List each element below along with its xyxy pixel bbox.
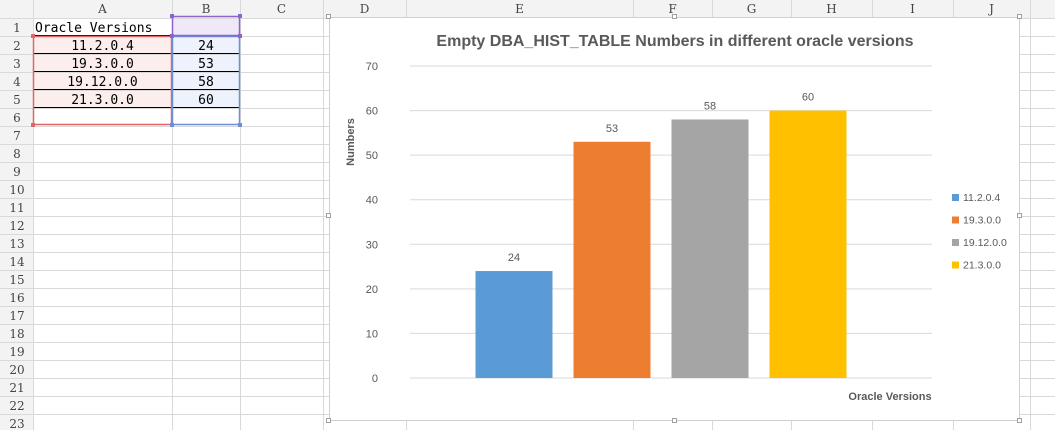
- y-tick-label: 50: [366, 150, 378, 162]
- legend-entry[interactable]: 19.12.0.0: [963, 237, 1007, 249]
- row-header[interactable]: 20: [9, 363, 24, 377]
- data-label: 60: [802, 92, 814, 104]
- column-header[interactable]: C: [277, 2, 286, 16]
- y-tick-label: 20: [366, 284, 378, 296]
- row-header[interactable]: 10: [9, 183, 24, 197]
- data-label: 53: [606, 123, 618, 135]
- range-border-series-name: [171, 15, 241, 37]
- chart-area[interactable]: Empty DBA_HIST_TABLE Numbers in differen…: [329, 17, 1020, 421]
- data-label: 58: [704, 100, 716, 112]
- cell[interactable]: 21.3.0.0: [71, 93, 134, 108]
- row-header[interactable]: 21: [9, 381, 24, 395]
- x-axis-label: Oracle Versions: [848, 391, 931, 403]
- chart-resize-handle[interactable]: [672, 418, 677, 423]
- chart-title: Empty DBA_HIST_TABLE Numbers in differen…: [436, 33, 913, 50]
- range-border-categories-handle[interactable]: [31, 34, 35, 38]
- row-header[interactable]: 5: [13, 93, 21, 107]
- bar-21-3-0-0[interactable]: [769, 110, 847, 379]
- row-header[interactable]: 16: [9, 291, 24, 305]
- range-border-values-handle[interactable]: [238, 123, 242, 127]
- row-header[interactable]: 7: [13, 129, 21, 143]
- range-border-series-name-handle[interactable]: [238, 14, 242, 18]
- row-header[interactable]: 1: [13, 21, 21, 35]
- cell[interactable]: Oracle Versions: [35, 21, 152, 36]
- column-header[interactable]: A: [97, 2, 107, 16]
- column-header[interactable]: B: [202, 2, 211, 16]
- column-header[interactable]: J: [987, 2, 994, 16]
- legend-swatch: [952, 239, 959, 246]
- y-tick-label: 40: [366, 195, 378, 207]
- bar-chart: Empty DBA_HIST_TABLE Numbers in differen…: [345, 33, 1007, 403]
- column-header[interactable]: G: [747, 2, 757, 16]
- range-highlight-series-name: [172, 18, 240, 36]
- bar-11-2-0-4[interactable]: [475, 271, 553, 378]
- y-axis-label: Numbers: [345, 118, 357, 166]
- row-header[interactable]: 22: [9, 399, 24, 413]
- cell[interactable]: 53: [198, 57, 214, 72]
- y-tick-label: 10: [366, 328, 378, 340]
- range-border-series-name-handle[interactable]: [170, 14, 174, 18]
- chart-resize-handle[interactable]: [1017, 213, 1022, 218]
- column-header[interactable]: E: [515, 2, 524, 16]
- row-header[interactable]: 6: [13, 111, 21, 125]
- y-tick-label: 0: [372, 373, 378, 385]
- row-header[interactable]: 12: [9, 219, 24, 233]
- bar-19-3-0-0[interactable]: [573, 141, 651, 378]
- y-tick-label: 30: [366, 239, 378, 251]
- row-header[interactable]: 15: [9, 273, 24, 287]
- legend-entry[interactable]: 21.3.0.0: [963, 260, 1001, 272]
- y-tick-label: 70: [366, 61, 378, 73]
- cell[interactable]: 19.12.0.0: [67, 75, 137, 90]
- legend-entry[interactable]: 19.3.0.0: [963, 215, 1001, 227]
- cell[interactable]: 24: [198, 39, 214, 54]
- data-label: 24: [508, 252, 520, 264]
- cell[interactable]: 60: [198, 93, 214, 108]
- column-header[interactable]: D: [360, 2, 370, 16]
- row-header[interactable]: 11: [9, 201, 24, 215]
- range-border-values-handle[interactable]: [170, 123, 174, 127]
- column-header[interactable]: H: [826, 2, 836, 16]
- column-header[interactable]: F: [668, 2, 676, 16]
- cell[interactable]: 58: [198, 75, 214, 90]
- range-border-series-name-handle[interactable]: [170, 34, 174, 38]
- chart-resize-handle[interactable]: [326, 213, 331, 218]
- legend-swatch: [952, 261, 959, 269]
- column-header[interactable]: I: [910, 2, 915, 16]
- range-border-values: [171, 35, 241, 126]
- range-border-series-name-handle[interactable]: [238, 34, 242, 38]
- chart-resize-handle[interactable]: [1017, 14, 1022, 19]
- row-header[interactable]: 3: [13, 57, 21, 71]
- y-tick-label: 60: [366, 106, 378, 118]
- row-header[interactable]: 9: [13, 165, 21, 179]
- cell[interactable]: 11.2.0.4: [71, 39, 134, 54]
- legend-swatch: [952, 194, 959, 201]
- column-header-bar: [0, 0, 1055, 18]
- legend-swatch: [952, 216, 959, 224]
- row-header[interactable]: 2: [13, 39, 21, 53]
- chart-resize-handle[interactable]: [326, 14, 331, 19]
- row-header[interactable]: 14: [9, 255, 25, 269]
- range-border-categories: [32, 35, 173, 126]
- chart-resize-handle[interactable]: [326, 418, 331, 423]
- row-header[interactable]: 19: [9, 345, 24, 359]
- row-header[interactable]: 8: [13, 147, 21, 161]
- row-header[interactable]: 13: [9, 237, 24, 251]
- bar-19-12-0-0[interactable]: [671, 119, 749, 378]
- row-header-bar: [0, 0, 33, 430]
- row-header[interactable]: 23: [9, 417, 24, 430]
- legend-entry[interactable]: 11.2.0.4: [963, 192, 1000, 204]
- row-header[interactable]: 18: [9, 327, 24, 341]
- row-header[interactable]: 4: [13, 75, 21, 89]
- range-border-categories-handle[interactable]: [31, 123, 35, 127]
- chart-resize-handle[interactable]: [1017, 418, 1022, 423]
- chart-resize-handle[interactable]: [672, 14, 677, 19]
- row-header[interactable]: 17: [9, 309, 24, 323]
- cell[interactable]: 19.3.0.0: [71, 57, 134, 72]
